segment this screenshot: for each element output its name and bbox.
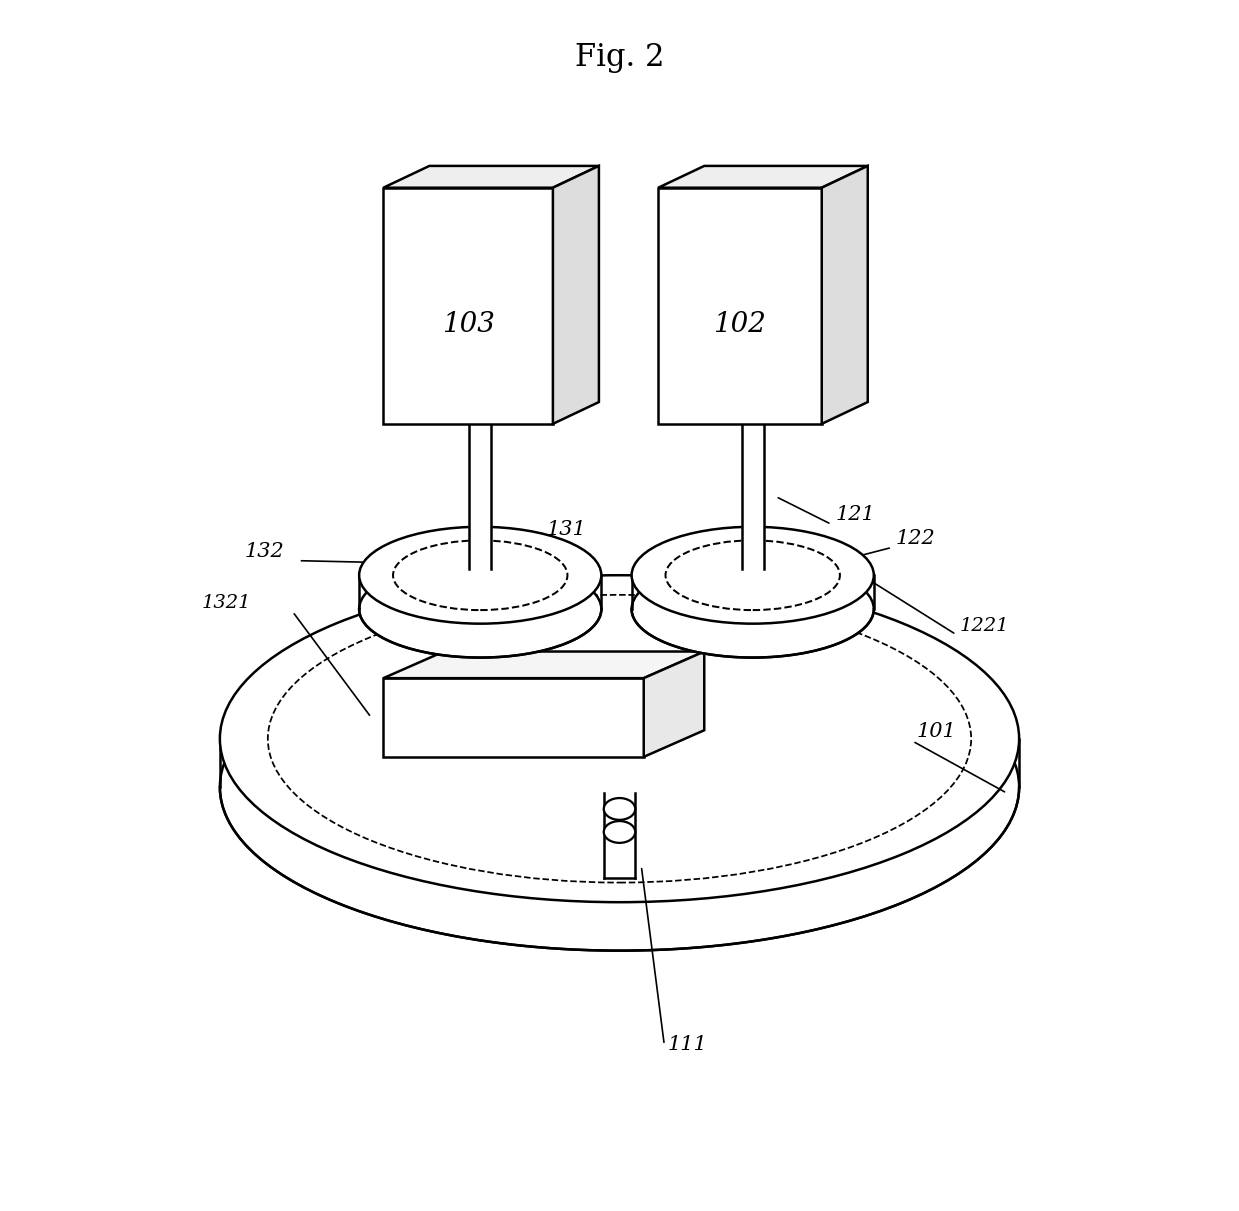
Polygon shape: [383, 188, 553, 424]
Polygon shape: [644, 652, 704, 757]
Text: 131: 131: [546, 521, 586, 539]
Ellipse shape: [359, 561, 601, 658]
Ellipse shape: [632, 527, 873, 624]
Polygon shape: [658, 188, 821, 424]
Text: 122: 122: [896, 529, 935, 547]
Polygon shape: [821, 166, 867, 424]
Ellipse shape: [632, 561, 873, 658]
Ellipse shape: [219, 575, 1020, 902]
Polygon shape: [383, 166, 598, 188]
Text: 102: 102: [714, 311, 767, 338]
Ellipse shape: [603, 798, 636, 820]
Text: 121: 121: [835, 505, 875, 523]
Polygon shape: [383, 652, 704, 678]
Ellipse shape: [603, 821, 636, 843]
Text: W: W: [580, 724, 606, 750]
Polygon shape: [383, 678, 644, 757]
Ellipse shape: [219, 624, 1020, 951]
Text: 132: 132: [244, 543, 284, 561]
Text: Fig. 2: Fig. 2: [575, 42, 664, 74]
Text: 1221: 1221: [960, 616, 1010, 635]
Ellipse shape: [359, 527, 601, 624]
Text: 111: 111: [668, 1035, 707, 1054]
Polygon shape: [658, 166, 867, 188]
Text: 1321: 1321: [202, 593, 252, 612]
Polygon shape: [553, 166, 598, 424]
Text: 103: 103: [441, 311, 494, 338]
Text: 101: 101: [916, 723, 957, 741]
